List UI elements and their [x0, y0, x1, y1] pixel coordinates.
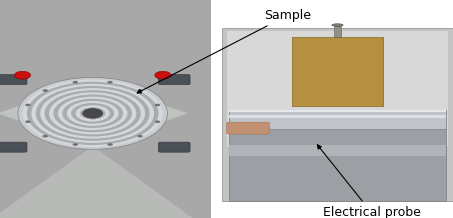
Circle shape [83, 109, 103, 118]
FancyBboxPatch shape [159, 75, 190, 85]
Bar [229, 110, 446, 129]
Circle shape [155, 104, 160, 106]
FancyBboxPatch shape [0, 75, 27, 85]
Circle shape [63, 99, 123, 128]
Circle shape [14, 71, 31, 79]
Bar [229, 110, 446, 112]
Polygon shape [0, 80, 188, 146]
Bar [292, 37, 383, 106]
Bar [226, 31, 448, 146]
Circle shape [36, 86, 149, 141]
Circle shape [40, 88, 145, 139]
Circle shape [80, 107, 106, 119]
Circle shape [49, 92, 136, 134]
Circle shape [27, 82, 159, 145]
Circle shape [25, 104, 31, 106]
Circle shape [71, 103, 114, 124]
Circle shape [31, 84, 154, 143]
Text: Sample: Sample [137, 9, 311, 93]
Circle shape [137, 135, 143, 138]
FancyBboxPatch shape [226, 122, 270, 134]
Circle shape [25, 120, 31, 123]
Circle shape [58, 97, 127, 130]
FancyBboxPatch shape [159, 142, 190, 152]
Circle shape [76, 105, 110, 122]
FancyBboxPatch shape [0, 142, 27, 152]
Circle shape [72, 143, 78, 146]
Circle shape [53, 94, 132, 132]
Bar [222, 28, 453, 201]
Bar [229, 126, 446, 201]
Circle shape [137, 89, 143, 92]
Circle shape [18, 77, 168, 149]
Circle shape [43, 89, 48, 92]
Bar [0, 0, 211, 218]
Circle shape [155, 120, 160, 123]
Ellipse shape [332, 24, 343, 26]
Circle shape [155, 71, 171, 79]
Circle shape [107, 143, 113, 146]
Circle shape [67, 101, 119, 126]
Bar [334, 25, 341, 37]
Circle shape [72, 81, 78, 83]
Circle shape [23, 80, 163, 147]
Text: Electrical probe: Electrical probe [318, 145, 420, 218]
Bar [229, 115, 446, 118]
Polygon shape [0, 146, 193, 218]
Circle shape [107, 81, 113, 83]
Circle shape [43, 135, 48, 138]
Bar [229, 145, 446, 156]
Circle shape [44, 90, 141, 136]
